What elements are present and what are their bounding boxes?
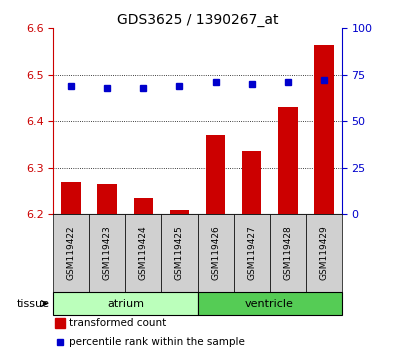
Text: atrium: atrium — [107, 298, 144, 309]
Text: percentile rank within the sample: percentile rank within the sample — [69, 337, 245, 347]
Bar — [278, 107, 297, 214]
Bar — [62, 182, 81, 214]
Text: GSM119423: GSM119423 — [103, 226, 112, 280]
Bar — [242, 152, 261, 214]
Text: ventricle: ventricle — [245, 298, 294, 309]
Title: GDS3625 / 1390267_at: GDS3625 / 1390267_at — [117, 13, 278, 27]
Text: GSM119427: GSM119427 — [247, 226, 256, 280]
Bar — [98, 184, 117, 214]
Bar — [169, 210, 189, 214]
Text: tissue: tissue — [16, 298, 49, 309]
Bar — [206, 135, 226, 214]
Bar — [134, 198, 153, 214]
Bar — [314, 45, 333, 214]
Text: GSM119424: GSM119424 — [139, 226, 148, 280]
Text: transformed count: transformed count — [69, 318, 166, 328]
Text: GSM119429: GSM119429 — [319, 226, 328, 280]
Text: GSM119422: GSM119422 — [67, 226, 76, 280]
Text: GSM119425: GSM119425 — [175, 226, 184, 280]
Text: GSM119426: GSM119426 — [211, 226, 220, 280]
Text: GSM119428: GSM119428 — [283, 226, 292, 280]
